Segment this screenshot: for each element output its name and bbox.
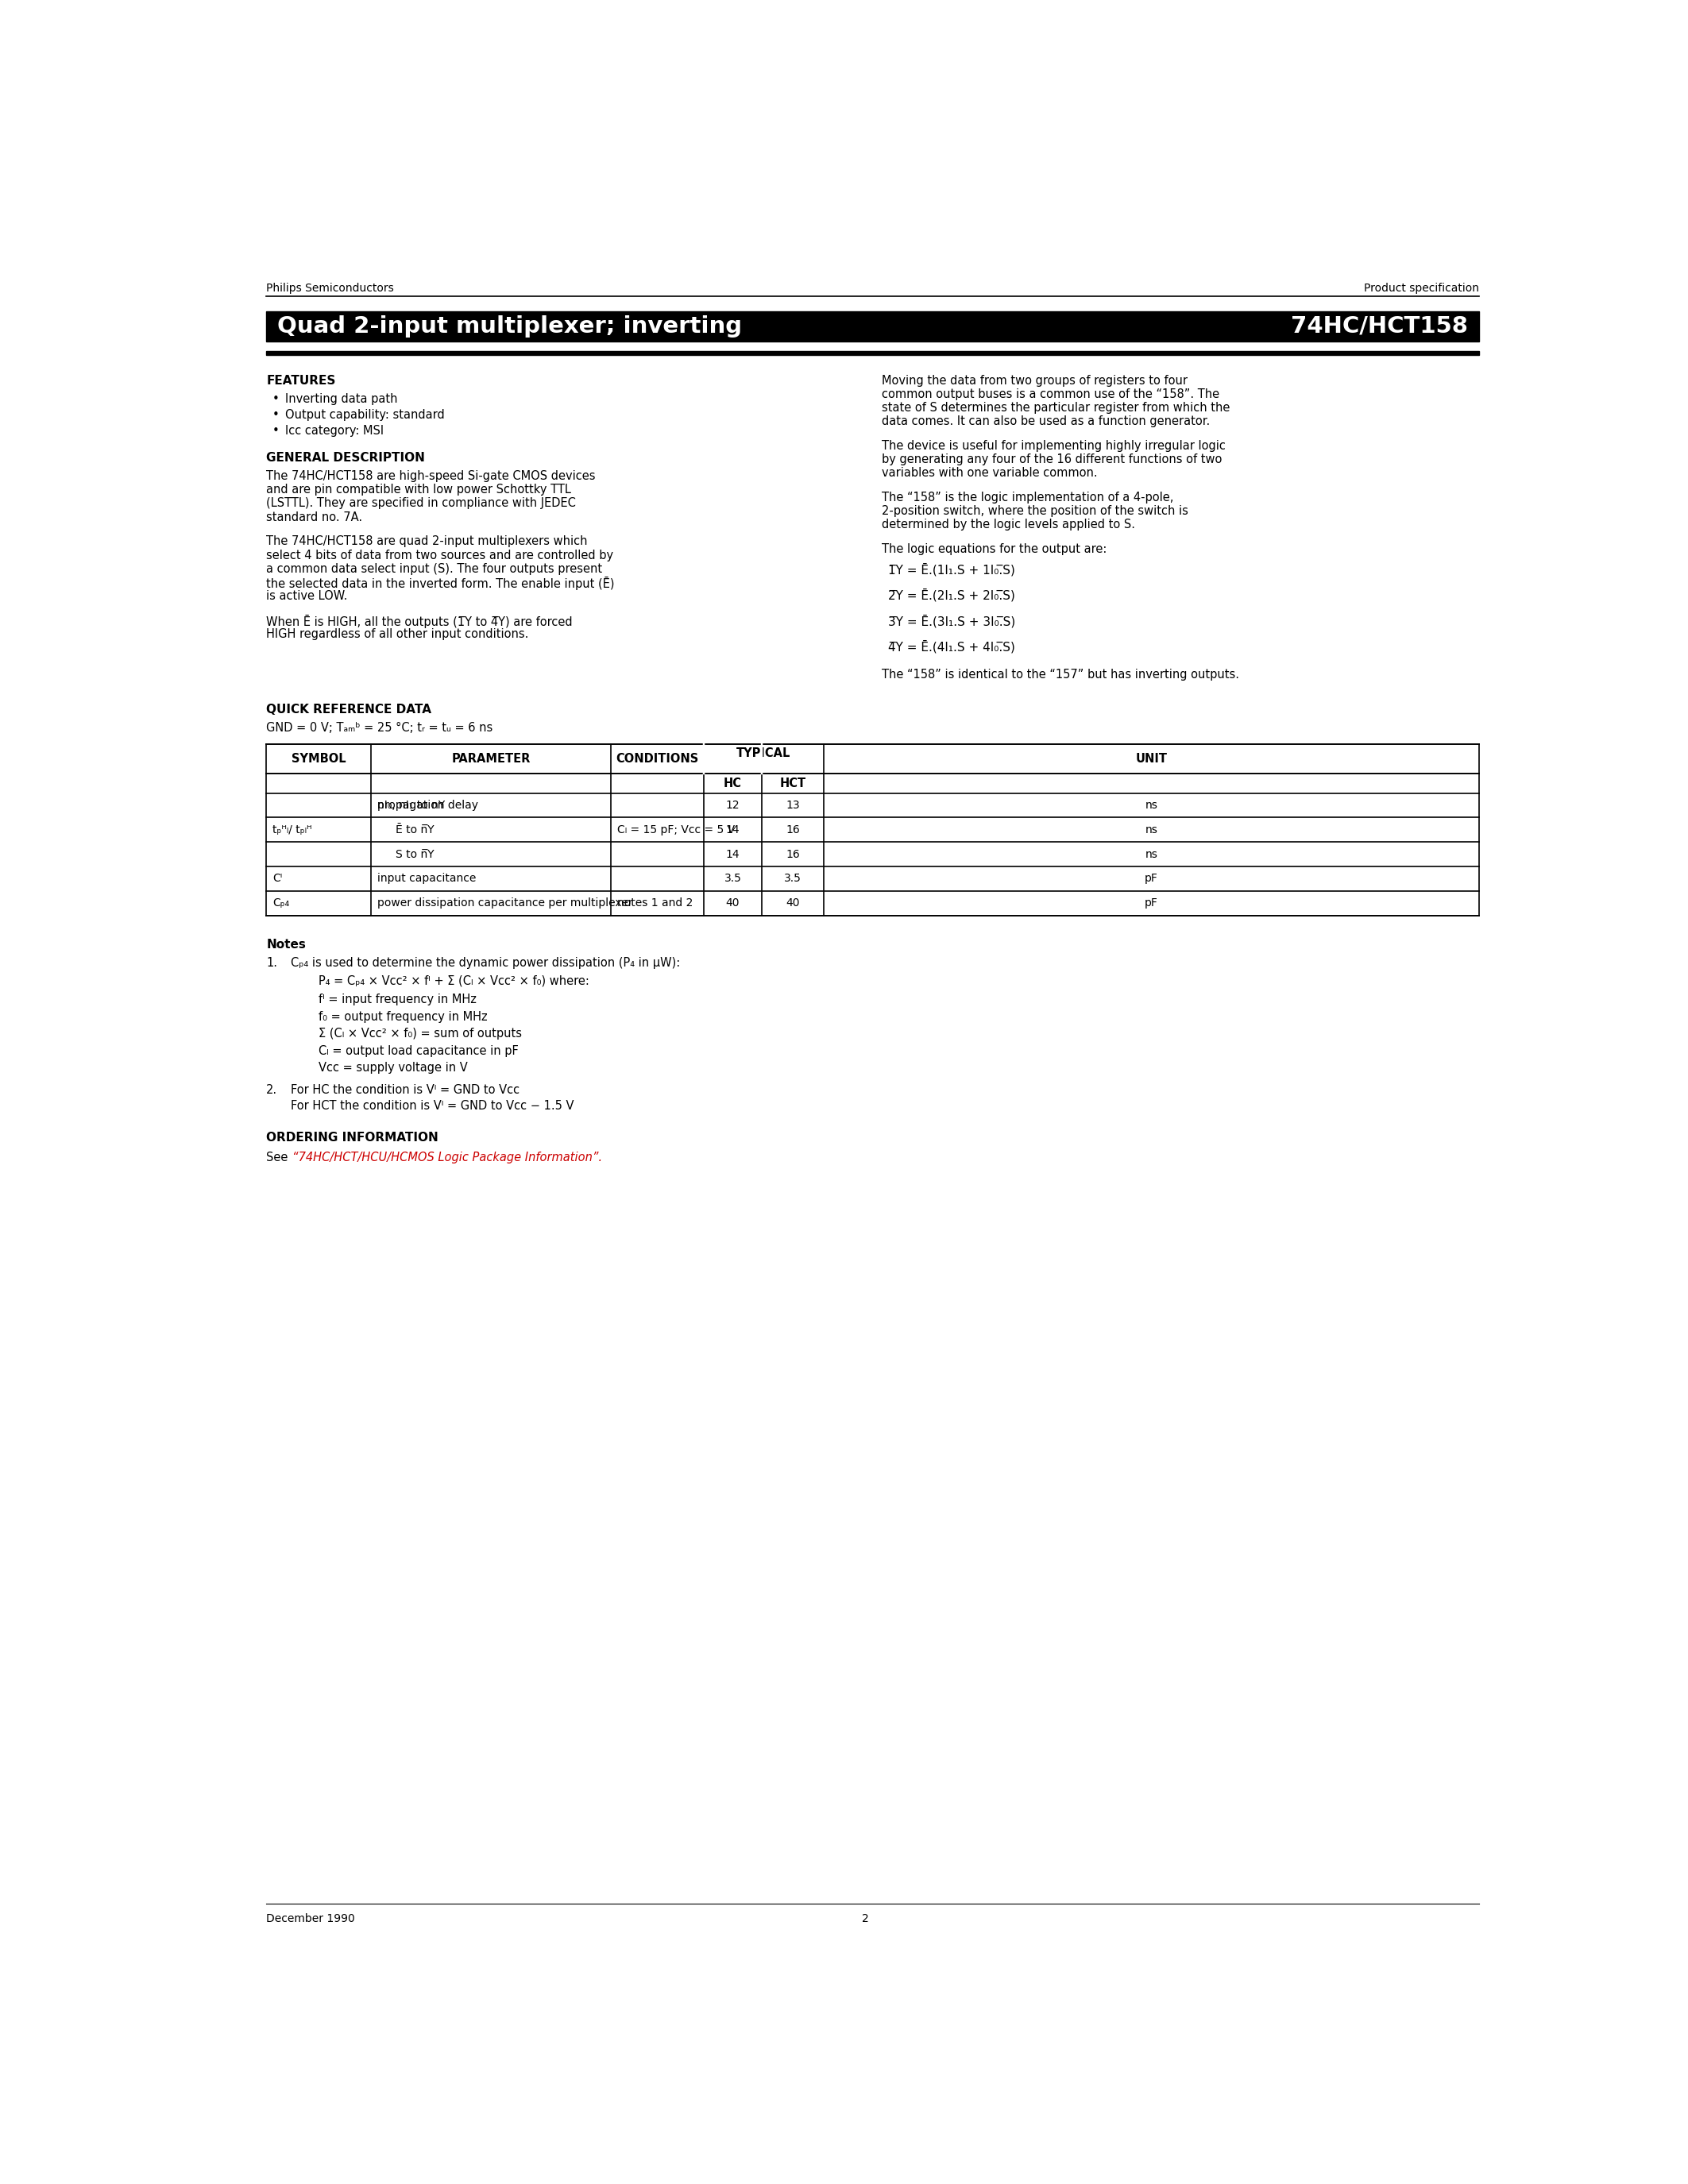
Text: 3.5: 3.5: [724, 874, 741, 885]
Text: Cₚ₄: Cₚ₄: [272, 898, 289, 909]
Text: ORDERING INFORMATION: ORDERING INFORMATION: [267, 1131, 439, 1144]
Text: Cᴵ: Cᴵ: [272, 874, 282, 885]
Text: Cₚ₄ is used to determine the dynamic power dissipation (P₄ in μW):: Cₚ₄ is used to determine the dynamic pow…: [290, 957, 680, 970]
Text: and are pin compatible with low power Schottky TTL: and are pin compatible with low power Sc…: [267, 485, 571, 496]
Text: S to n̅Y: S to n̅Y: [395, 850, 434, 860]
Text: determined by the logic levels applied to S.: determined by the logic levels applied t…: [883, 520, 1136, 531]
Text: Output capability: standard: Output capability: standard: [285, 408, 444, 422]
Text: (LSTTL). They are specified in compliance with JEDEC: (LSTTL). They are specified in complianc…: [267, 498, 576, 509]
Text: 14: 14: [726, 850, 739, 860]
Text: UNIT: UNIT: [1136, 753, 1168, 764]
Text: GENERAL DESCRIPTION: GENERAL DESCRIPTION: [267, 452, 425, 463]
Text: For HCT the condition is Vᴵ = GND to Vᴄᴄ − 1.5 V: For HCT the condition is Vᴵ = GND to Vᴄᴄ…: [290, 1101, 574, 1112]
Text: Quad 2-input multiplexer; inverting: Quad 2-input multiplexer; inverting: [277, 314, 743, 336]
Text: ns: ns: [1144, 799, 1158, 810]
Text: notes 1 and 2: notes 1 and 2: [618, 898, 694, 909]
Text: 14: 14: [726, 823, 739, 834]
Text: •: •: [272, 393, 280, 404]
Text: 2-position switch, where the position of the switch is: 2-position switch, where the position of…: [883, 505, 1188, 518]
Text: select 4 bits of data from two sources and are controlled by: select 4 bits of data from two sources a…: [267, 548, 614, 561]
Text: The device is useful for implementing highly irregular logic: The device is useful for implementing hi…: [883, 439, 1225, 452]
Text: HIGH regardless of all other input conditions.: HIGH regardless of all other input condi…: [267, 629, 528, 640]
Text: The “158” is the logic implementation of a 4-pole,: The “158” is the logic implementation of…: [883, 491, 1173, 505]
Text: For HC the condition is Vᴵ = GND to Vᴄᴄ: For HC the condition is Vᴵ = GND to Vᴄᴄ: [290, 1083, 520, 1096]
Text: a common data select input (S). The four outputs present: a common data select input (S). The four…: [267, 563, 603, 574]
Text: HC: HC: [724, 778, 743, 788]
Bar: [267, 310, 1479, 341]
Text: 4̅Y = Ē.(4I₁.S + 4I₀.̅S): 4̅Y = Ē.(4I₁.S + 4I₀.̅S): [888, 640, 1014, 653]
Text: Σ (Cₗ × Vᴄᴄ² × f₀) = sum of outputs: Σ (Cₗ × Vᴄᴄ² × f₀) = sum of outputs: [319, 1029, 522, 1040]
Text: Cₗ = 15 pF; Vᴄᴄ = 5 V: Cₗ = 15 pF; Vᴄᴄ = 5 V: [618, 823, 734, 834]
Text: “74HC/HCT/HCU/HCMOS Logic Package Information”.: “74HC/HCT/HCU/HCMOS Logic Package Inform…: [292, 1151, 603, 1164]
Text: standard no. 7A.: standard no. 7A.: [267, 511, 363, 522]
Text: •: •: [272, 426, 280, 437]
Text: data comes. It can also be used as a function generator.: data comes. It can also be used as a fun…: [883, 415, 1210, 428]
Text: is active LOW.: is active LOW.: [267, 590, 348, 603]
Text: P₄ = Cₚ₄ × Vᴄᴄ² × fᴵ + Σ (Cₗ × Vᴄᴄ² × f₀) where:: P₄ = Cₚ₄ × Vᴄᴄ² × fᴵ + Σ (Cₗ × Vᴄᴄ² × f₀…: [319, 976, 589, 987]
Text: Iᴄᴄ category: MSI: Iᴄᴄ category: MSI: [285, 426, 383, 437]
Text: Moving the data from two groups of registers to four: Moving the data from two groups of regis…: [883, 376, 1188, 387]
Text: GND = 0 V; Tₐₘᵇ = 25 °C; tᵣ = tᵤ = 6 ns: GND = 0 V; Tₐₘᵇ = 25 °C; tᵣ = tᵤ = 6 ns: [267, 723, 493, 734]
Text: power dissipation capacitance per multiplexer: power dissipation capacitance per multip…: [376, 898, 633, 909]
Text: Philips Semiconductors: Philips Semiconductors: [267, 282, 393, 295]
Text: December 1990: December 1990: [267, 1913, 354, 1924]
Text: pF: pF: [1144, 898, 1158, 909]
Text: 3.5: 3.5: [785, 874, 802, 885]
Text: The logic equations for the output are:: The logic equations for the output are:: [883, 544, 1107, 555]
Text: 16: 16: [785, 850, 800, 860]
Text: 2̅Y = Ē.(2I₁.S + 2I₀.̅S): 2̅Y = Ē.(2I₁.S + 2I₀.̅S): [888, 590, 1014, 603]
Text: 40: 40: [787, 898, 800, 909]
Text: input capacitance: input capacitance: [376, 874, 476, 885]
Text: Vᴄᴄ = supply voltage in V: Vᴄᴄ = supply voltage in V: [319, 1061, 468, 1075]
Text: Product specification: Product specification: [1364, 282, 1479, 295]
Text: The 74HC/HCT158 are quad 2-input multiplexers which: The 74HC/HCT158 are quad 2-input multipl…: [267, 535, 587, 548]
Text: the selected data in the inverted form. The enable input (Ē): the selected data in the inverted form. …: [267, 577, 614, 590]
Text: f₀ = output frequency in MHz: f₀ = output frequency in MHz: [319, 1011, 488, 1022]
Bar: [267, 352, 1479, 354]
Text: state of S determines the particular register from which the: state of S determines the particular reg…: [883, 402, 1231, 413]
Text: 13: 13: [787, 799, 800, 810]
Text: propagation delay: propagation delay: [376, 799, 478, 810]
Text: by generating any four of the 16 different functions of two: by generating any four of the 16 differe…: [883, 454, 1222, 465]
Text: CONDITIONS: CONDITIONS: [616, 753, 699, 764]
Text: The 74HC/HCT158 are high-speed Si-gate CMOS devices: The 74HC/HCT158 are high-speed Si-gate C…: [267, 470, 596, 483]
Text: Notes: Notes: [267, 939, 306, 950]
Text: 74HC/HCT158: 74HC/HCT158: [1291, 314, 1469, 336]
Text: See: See: [267, 1151, 292, 1164]
Text: 1.: 1.: [267, 957, 277, 970]
Text: nI₀, nI₁ to nY: nI₀, nI₁ to nY: [376, 799, 446, 810]
Text: tₚᴴₗ/ tₚₗᴴ: tₚᴴₗ/ tₚₗᴴ: [272, 823, 312, 834]
Text: ns: ns: [1144, 850, 1158, 860]
Text: PARAMETER: PARAMETER: [452, 753, 530, 764]
Text: pF: pF: [1144, 874, 1158, 885]
Text: ns: ns: [1144, 823, 1158, 834]
Text: fᴵ = input frequency in MHz: fᴵ = input frequency in MHz: [319, 994, 476, 1005]
Text: FEATURES: FEATURES: [267, 376, 336, 387]
Text: 2: 2: [861, 1913, 869, 1924]
Text: HCT: HCT: [780, 778, 805, 788]
Text: common output buses is a common use of the “158”. The: common output buses is a common use of t…: [883, 389, 1220, 400]
Text: 3̅Y = Ē.(3I₁.S + 3I₀.̅S): 3̅Y = Ē.(3I₁.S + 3I₀.̅S): [888, 614, 1016, 627]
Text: 40: 40: [726, 898, 739, 909]
Text: variables with one variable common.: variables with one variable common.: [883, 467, 1097, 478]
Text: 1̅Y = Ē.(1I₁.S + 1I₀.̅S): 1̅Y = Ē.(1I₁.S + 1I₀.̅S): [888, 563, 1014, 577]
Text: •: •: [272, 408, 280, 422]
Text: TYPICAL: TYPICAL: [736, 747, 790, 760]
Text: SYMBOL: SYMBOL: [292, 753, 346, 764]
Text: Inverting data path: Inverting data path: [285, 393, 397, 404]
Text: The “158” is identical to the “157” but has inverting outputs.: The “158” is identical to the “157” but …: [883, 668, 1239, 681]
Text: QUICK REFERENCE DATA: QUICK REFERENCE DATA: [267, 703, 432, 716]
Text: 2.: 2.: [267, 1083, 277, 1096]
Text: 16: 16: [785, 823, 800, 834]
Text: 12: 12: [726, 799, 739, 810]
Text: When Ē is HIGH, all the outputs (1̅Y to 4̅Y) are forced: When Ē is HIGH, all the outputs (1̅Y to …: [267, 614, 572, 629]
Text: Cₗ = output load capacitance in pF: Cₗ = output load capacitance in pF: [319, 1044, 518, 1057]
Text: Ē to n̅Y: Ē to n̅Y: [395, 823, 434, 834]
